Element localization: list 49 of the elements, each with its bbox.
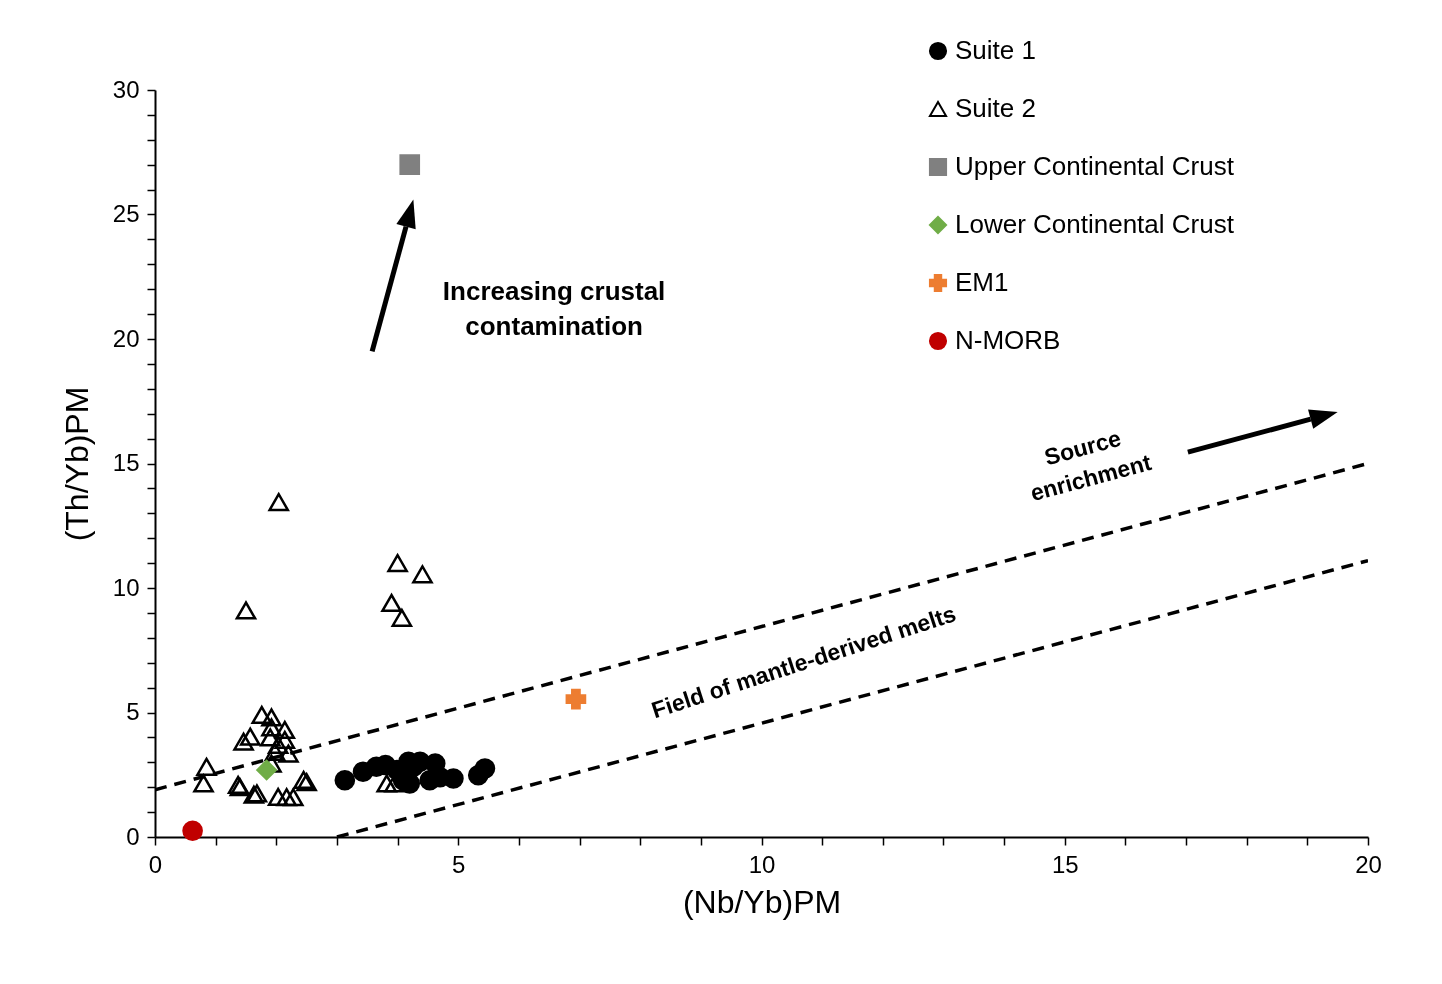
point bbox=[474, 758, 496, 779]
x-tick-label: 0 bbox=[148, 850, 163, 878]
point bbox=[381, 593, 402, 613]
point bbox=[276, 788, 297, 807]
point bbox=[282, 788, 304, 807]
y-tick-label: 25 bbox=[112, 200, 140, 227]
legend-label: Upper Continental Crust bbox=[955, 151, 1235, 181]
point bbox=[268, 492, 290, 512]
point bbox=[182, 820, 203, 842]
annotation: Increasing crustal contamination bbox=[442, 275, 666, 341]
point bbox=[233, 732, 254, 751]
legend-label: N-MORB bbox=[955, 325, 1061, 355]
x-tick-label: 20 bbox=[1355, 850, 1382, 878]
y-tick-label: 15 bbox=[112, 449, 140, 476]
point bbox=[399, 154, 421, 176]
point bbox=[259, 728, 281, 747]
point bbox=[267, 787, 289, 807]
point bbox=[261, 718, 282, 737]
y-tick-label: 30 bbox=[112, 75, 140, 103]
point bbox=[274, 720, 296, 740]
y-tick-label: 10 bbox=[112, 573, 140, 601]
point bbox=[278, 744, 299, 763]
point bbox=[196, 757, 217, 776]
point bbox=[251, 705, 273, 725]
x-tick-label: 10 bbox=[748, 850, 776, 878]
point bbox=[412, 565, 433, 584]
legend-label: Suite 1 bbox=[955, 35, 1036, 65]
point bbox=[391, 608, 413, 627]
point bbox=[565, 688, 587, 710]
point bbox=[376, 774, 398, 793]
point bbox=[387, 553, 408, 573]
y-axis-title: (Th/Yb)PM bbox=[58, 386, 95, 542]
point bbox=[274, 730, 296, 750]
y-tick-label: 20 bbox=[112, 324, 140, 352]
y-tick-label: 5 bbox=[126, 698, 140, 725]
x-tick-label: 5 bbox=[452, 850, 466, 878]
point bbox=[334, 769, 356, 791]
legend-label: Lower Continental Crust bbox=[955, 209, 1235, 239]
y-tick-label: 0 bbox=[126, 822, 140, 850]
x-axis-title: (Nb/Yb)PM bbox=[682, 883, 842, 920]
legend-label: Suite 2 bbox=[955, 93, 1036, 123]
point bbox=[261, 708, 282, 727]
point bbox=[443, 768, 464, 789]
legend-label: EM1 bbox=[955, 267, 1009, 297]
point bbox=[256, 759, 277, 781]
point bbox=[193, 774, 214, 793]
point bbox=[235, 601, 257, 620]
x-tick-label: 15 bbox=[1051, 850, 1079, 878]
point bbox=[239, 727, 261, 746]
